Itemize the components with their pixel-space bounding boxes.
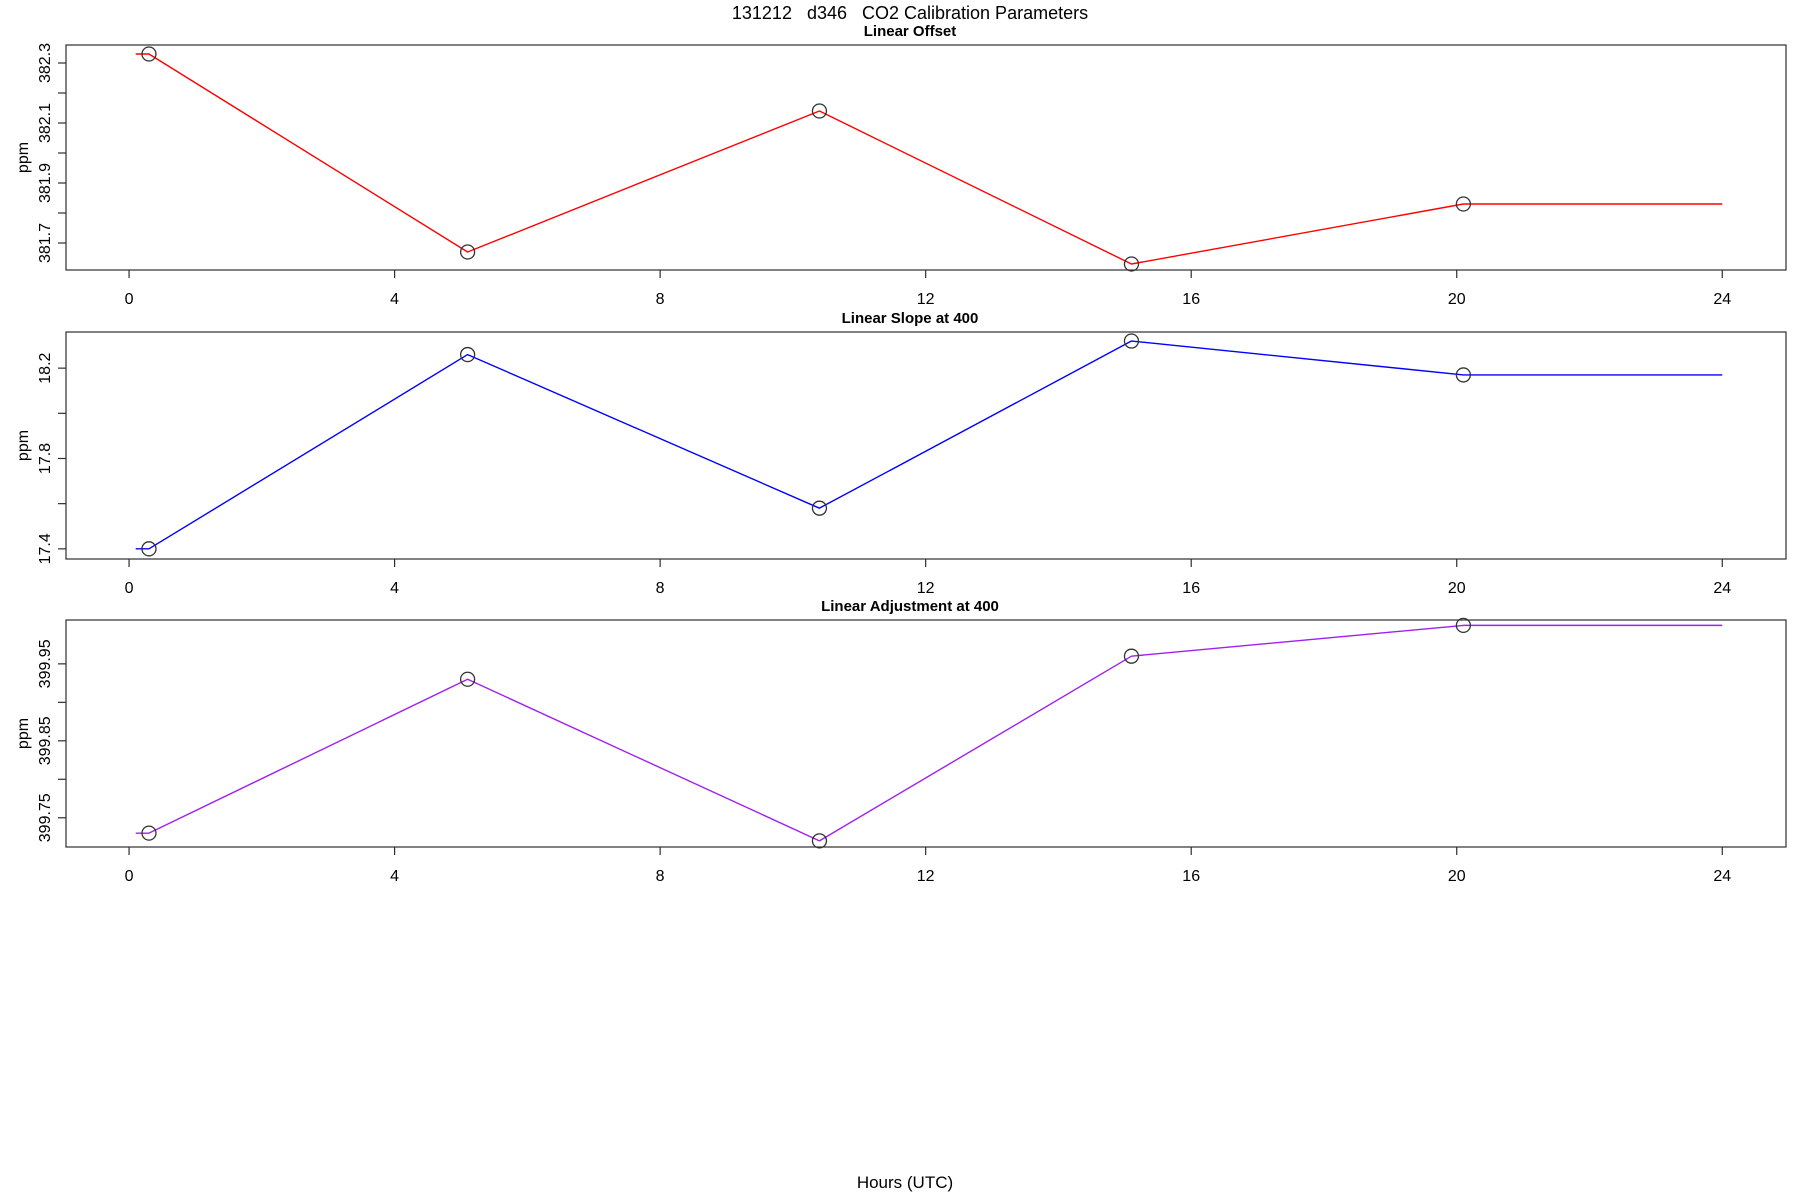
linear-slope-at-400-ytick-label: 17.8 xyxy=(37,443,54,474)
linear-offset-marker xyxy=(459,244,476,260)
linear-adjustment-at-400-xtick-label: 16 xyxy=(1182,868,1200,885)
linear-adjustment-at-400-xtick-label: 20 xyxy=(1448,868,1466,885)
linear-adjustment-at-400-xtick-label: 12 xyxy=(917,868,935,885)
linear-slope-at-400-line xyxy=(135,340,1723,550)
linear-slope-at-400-ylabel: ppm xyxy=(15,430,32,461)
linear-slope-at-400-marker xyxy=(459,346,476,363)
linear-offset-xtick-label: 4 xyxy=(390,291,399,308)
linear-slope-at-400-xtick-label: 12 xyxy=(917,580,935,597)
linear-adjustment-at-400-ylabel: ppm xyxy=(15,718,32,749)
linear-offset-marker xyxy=(811,103,828,119)
linear-offset-ytick-label: 381.7 xyxy=(37,223,54,263)
linear-offset-marker xyxy=(141,46,157,62)
linear-adjustment-at-400-xtick-label: 24 xyxy=(1713,868,1731,885)
linear-offset-marker xyxy=(1455,196,1472,212)
linear-slope-at-400-xtick-label: 16 xyxy=(1182,580,1200,597)
panel-group: Linear Offset ppm 381.7 381.9 382.1 382.3 0 4 8 1… xyxy=(15,23,1787,885)
linear-slope-at-400-marker xyxy=(141,541,157,557)
linear-slope-at-400-plot-box xyxy=(65,331,1787,560)
linear-adjustment-at-400-ytick-label: 399.75 xyxy=(37,793,54,842)
linear-slope-at-400-marker xyxy=(811,500,828,516)
linear-adjustment-at-400-title: Linear Adjustment at 400 xyxy=(821,598,999,615)
linear-slope-at-400-title: Linear Slope at 400 xyxy=(842,310,979,327)
x-axis-label: Hours (UTC) xyxy=(857,1173,953,1192)
linear-offset-ytick-label: 382.3 xyxy=(37,43,54,83)
linear-offset-xtick-label: 24 xyxy=(1713,291,1731,308)
linear-offset-line xyxy=(135,53,1723,265)
linear-adjustment-at-400-ytick-label: 399.95 xyxy=(37,639,54,688)
linear-slope-at-400-marker xyxy=(1123,333,1140,349)
linear-adjustment-at-400-plot-box xyxy=(65,619,1787,848)
linear-adjustment-at-400-xtick-label: 0 xyxy=(125,868,134,885)
figure-title: 131212 d346 CO2 Calibration Parameters xyxy=(732,3,1088,23)
linear-slope-at-400-marker xyxy=(1455,367,1472,383)
linear-offset-marker xyxy=(1123,256,1140,272)
linear-adjustment-at-400-xtick-label: 8 xyxy=(656,868,665,885)
linear-slope-at-400-xtick-label: 20 xyxy=(1448,580,1466,597)
panel-linear-offset: Linear Offset ppm 381.7 381.9 382.1 382.3 0 4 8 1… xyxy=(15,23,1787,308)
linear-adjustment-at-400-marker xyxy=(1123,648,1140,664)
linear-offset-xtick-label: 0 xyxy=(125,291,134,308)
linear-offset-ylabel: ppm xyxy=(15,142,32,173)
linear-slope-at-400-xtick-label: 8 xyxy=(656,580,665,597)
linear-offset-title: Linear Offset xyxy=(864,23,957,40)
linear-offset-ytick-label: 382.1 xyxy=(37,103,54,143)
linear-slope-at-400-ytick-label: 17.4 xyxy=(37,533,54,564)
linear-offset-xtick-label: 8 xyxy=(656,291,665,308)
linear-slope-at-400-xtick-label: 4 xyxy=(390,580,399,597)
linear-offset-xtick-label: 16 xyxy=(1182,291,1200,308)
linear-adjustment-at-400-xtick-label: 4 xyxy=(390,868,399,885)
linear-adjustment-at-400-marker xyxy=(459,671,476,687)
linear-adjustment-at-400-marker xyxy=(1455,617,1472,634)
panel-linear-adjustment-at-400: Linear Adjustment at 400 ppm 399.75 399.85 3… xyxy=(15,598,1787,885)
linear-adjustment-at-400-marker xyxy=(141,825,157,841)
linear-slope-at-400-ytick-label: 18.2 xyxy=(37,352,54,383)
linear-slope-at-400-xtick-label: 0 xyxy=(125,580,134,597)
linear-adjustment-at-400-marker xyxy=(811,833,828,849)
linear-offset-xtick-label: 20 xyxy=(1448,291,1466,308)
linear-adjustment-at-400-ytick-label: 399.85 xyxy=(37,716,54,765)
panel-linear-slope-at-400: Linear Slope at 400 ppm 17.4 17.8 18.2 0 4 8 12 1… xyxy=(15,310,1787,597)
linear-offset-ytick-label: 381.9 xyxy=(37,163,54,203)
linear-slope-at-400-xtick-label: 24 xyxy=(1713,580,1731,597)
linear-adjustment-at-400-line xyxy=(135,624,1723,842)
linear-offset-plot-box xyxy=(65,44,1787,271)
linear-offset-xtick-label: 12 xyxy=(917,291,935,308)
